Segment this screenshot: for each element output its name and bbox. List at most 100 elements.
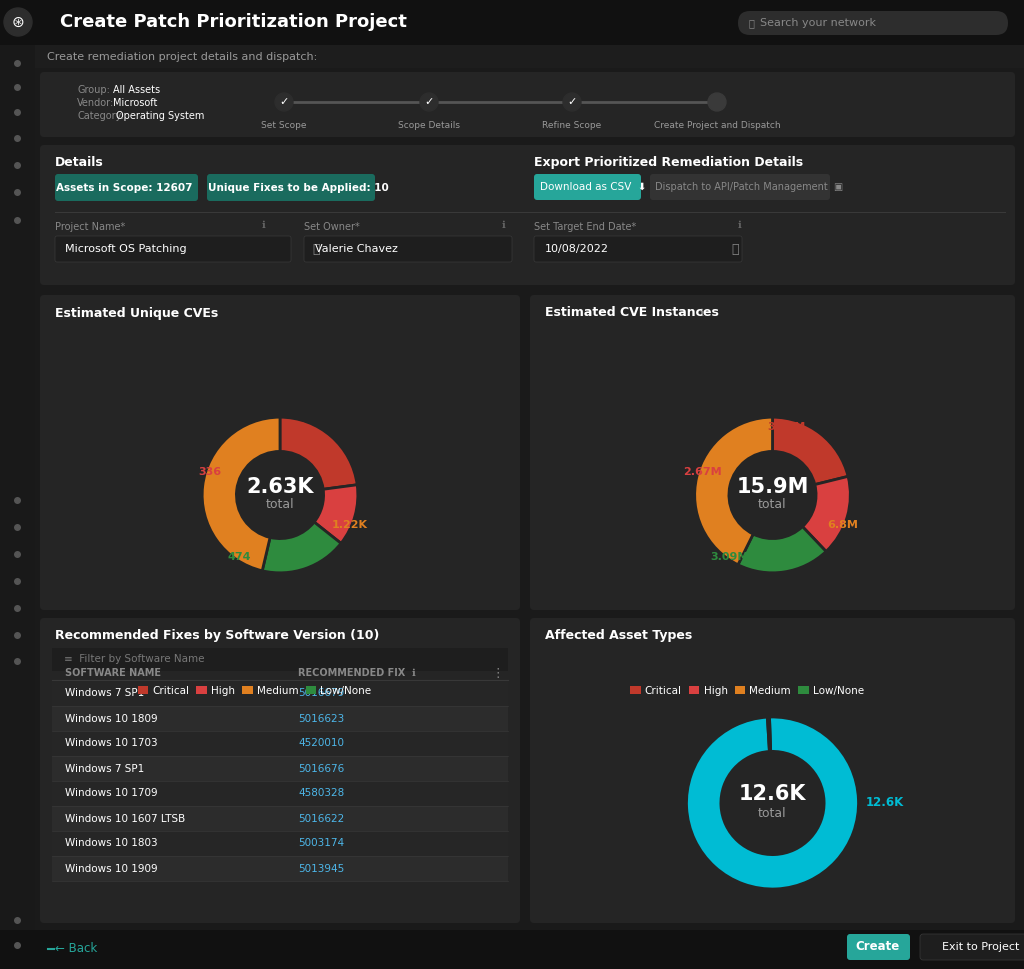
Text: Operating System: Operating System xyxy=(116,111,205,121)
Circle shape xyxy=(420,93,438,111)
Text: ✓: ✓ xyxy=(567,97,577,107)
Bar xyxy=(0,930,1024,969)
Text: ✓: ✓ xyxy=(424,97,434,107)
Text: 5013945: 5013945 xyxy=(298,863,344,873)
Text: Dispatch to API/Patch Management  ▣: Dispatch to API/Patch Management ▣ xyxy=(655,182,843,192)
Bar xyxy=(52,648,508,671)
Bar xyxy=(52,781,508,806)
Text: 3.37M: 3.37M xyxy=(767,422,806,431)
Text: Create: Create xyxy=(856,941,900,953)
Text: Refine Scope: Refine Scope xyxy=(543,121,602,130)
Circle shape xyxy=(275,93,293,111)
Text: 1.22K: 1.22K xyxy=(332,519,368,530)
Text: Vendor:: Vendor: xyxy=(77,98,115,108)
Text: All Assets: All Assets xyxy=(113,85,160,95)
Wedge shape xyxy=(280,418,357,489)
Wedge shape xyxy=(686,717,858,889)
Text: Recommended Fixes by Software Version (10): Recommended Fixes by Software Version (1… xyxy=(55,629,379,641)
Text: 🔍: 🔍 xyxy=(749,18,755,28)
Text: ℹ: ℹ xyxy=(262,220,266,230)
Text: Export Prioritized Remediation Details: Export Prioritized Remediation Details xyxy=(534,155,803,169)
Text: Microsoft: Microsoft xyxy=(113,98,158,108)
Text: total: total xyxy=(758,807,786,820)
Bar xyxy=(0,0,1024,45)
Wedge shape xyxy=(738,526,826,573)
FancyBboxPatch shape xyxy=(55,174,198,201)
Text: Windows 10 1909: Windows 10 1909 xyxy=(65,863,158,873)
Bar xyxy=(52,856,508,881)
Text: total: total xyxy=(265,498,294,511)
Text: ✓: ✓ xyxy=(280,97,289,107)
Text: Windows 10 1803: Windows 10 1803 xyxy=(65,838,158,849)
Text: Exit to Project List →: Exit to Project List → xyxy=(942,942,1024,952)
Text: 5016623: 5016623 xyxy=(298,713,344,724)
Text: 474: 474 xyxy=(227,552,251,562)
FancyBboxPatch shape xyxy=(534,236,742,262)
Text: ≡  Filter by Software Name: ≡ Filter by Software Name xyxy=(63,654,205,664)
Bar xyxy=(52,706,508,731)
Wedge shape xyxy=(202,418,280,571)
Text: ⌕: ⌕ xyxy=(312,242,319,256)
Text: Category:: Category: xyxy=(77,111,124,121)
Bar xyxy=(35,45,1024,68)
Text: Estimated CVE Instances: Estimated CVE Instances xyxy=(545,306,719,320)
FancyBboxPatch shape xyxy=(920,934,1024,960)
Bar xyxy=(52,681,508,706)
Text: Create Project and Dispatch: Create Project and Dispatch xyxy=(653,121,780,130)
Text: 336: 336 xyxy=(199,467,221,477)
Text: Windows 7 SP1: Windows 7 SP1 xyxy=(65,764,144,773)
Wedge shape xyxy=(694,418,772,565)
Text: Details: Details xyxy=(55,155,103,169)
Text: Project Name*: Project Name* xyxy=(55,222,125,232)
FancyBboxPatch shape xyxy=(207,174,375,201)
Text: Scope Details: Scope Details xyxy=(398,121,460,130)
Bar xyxy=(52,756,508,781)
Text: Create remediation project details and dispatch:: Create remediation project details and d… xyxy=(47,52,317,62)
Text: Windows 10 1703: Windows 10 1703 xyxy=(65,738,158,748)
Text: 10/08/2022: 10/08/2022 xyxy=(545,244,609,254)
Text: 5016679: 5016679 xyxy=(298,689,344,699)
Text: Download as CSV  ⬇: Download as CSV ⬇ xyxy=(540,182,646,192)
Text: total: total xyxy=(758,498,786,511)
Text: ⊛: ⊛ xyxy=(11,15,25,29)
Text: ← Back: ← Back xyxy=(55,943,97,955)
Text: 4580328: 4580328 xyxy=(298,789,344,798)
FancyBboxPatch shape xyxy=(530,618,1015,923)
Text: Unique Fixes to be Applied: 10: Unique Fixes to be Applied: 10 xyxy=(208,183,389,193)
Text: 2.63K: 2.63K xyxy=(246,477,313,497)
FancyBboxPatch shape xyxy=(40,618,520,923)
Circle shape xyxy=(4,8,32,36)
Text: 12.6K: 12.6K xyxy=(865,797,903,809)
Text: 6.8M: 6.8M xyxy=(827,519,858,530)
Text: Set Target End Date*: Set Target End Date* xyxy=(534,222,636,232)
Text: RECOMMENDED FIX  ℹ: RECOMMENDED FIX ℹ xyxy=(298,668,416,678)
Text: Set Scope: Set Scope xyxy=(261,121,307,130)
Text: ⋮: ⋮ xyxy=(492,667,504,679)
Wedge shape xyxy=(262,522,341,573)
FancyBboxPatch shape xyxy=(55,236,291,262)
Wedge shape xyxy=(314,484,357,544)
FancyBboxPatch shape xyxy=(534,174,641,200)
Text: ℹ: ℹ xyxy=(501,220,505,230)
Wedge shape xyxy=(772,418,848,484)
Text: 5016622: 5016622 xyxy=(298,814,344,824)
Text: 2.67M: 2.67M xyxy=(683,467,722,477)
FancyBboxPatch shape xyxy=(40,145,1015,285)
Text: Windows 10 1809: Windows 10 1809 xyxy=(65,713,158,724)
FancyBboxPatch shape xyxy=(40,295,520,610)
Text: Group:: Group: xyxy=(77,85,110,95)
Bar xyxy=(52,731,508,756)
Text: Set Owner*: Set Owner* xyxy=(304,222,359,232)
Wedge shape xyxy=(803,477,850,551)
FancyBboxPatch shape xyxy=(847,934,910,960)
Text: 15.9M: 15.9M xyxy=(736,477,809,497)
Circle shape xyxy=(708,93,726,111)
Text: 5003174: 5003174 xyxy=(298,838,344,849)
Circle shape xyxy=(563,93,581,111)
Legend: Critical, High, Medium, Low/None: Critical, High, Medium, Low/None xyxy=(626,681,868,700)
Text: Windows 10 1607 LTSB: Windows 10 1607 LTSB xyxy=(65,814,185,824)
Legend: Critical, High, Medium, Low/None: Critical, High, Medium, Low/None xyxy=(133,681,376,700)
Text: ℹ: ℹ xyxy=(697,308,703,318)
Text: Valerie Chavez: Valerie Chavez xyxy=(315,244,398,254)
Text: Windows 10 1709: Windows 10 1709 xyxy=(65,789,158,798)
